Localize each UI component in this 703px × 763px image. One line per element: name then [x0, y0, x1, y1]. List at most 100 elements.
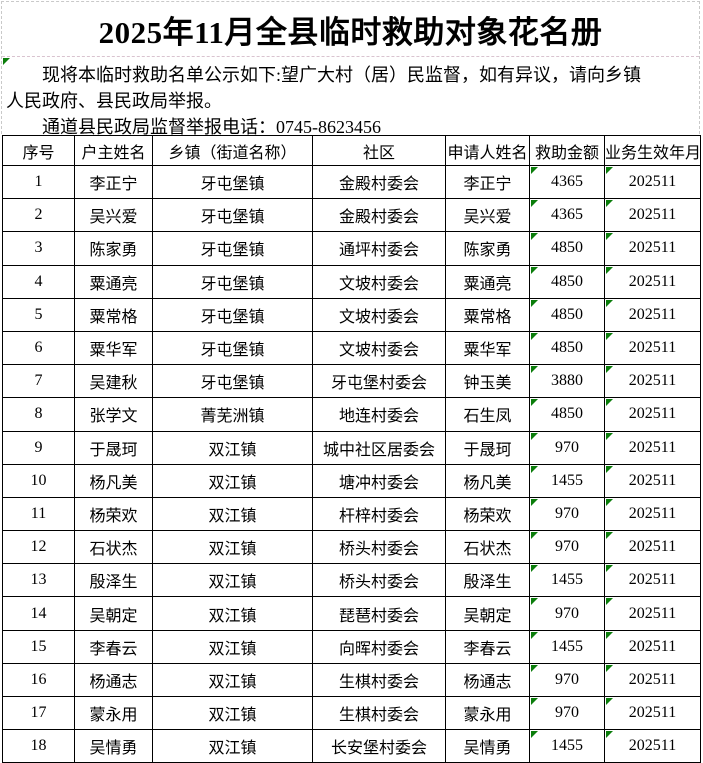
table-header-row: 序号 户主姓名 乡镇（街道名称） 社区 申请人姓名 救助金额 业务生效年月 — [2, 135, 701, 166]
cell-township: 牙屯堡镇 — [152, 297, 313, 332]
error-indicator-triangle — [606, 167, 613, 174]
cell-month: 202511 — [604, 231, 701, 266]
cell-seq: 4 — [2, 264, 75, 299]
cell-month: 202511 — [604, 164, 701, 200]
cell-applicant: 李春云 — [445, 629, 530, 664]
cell-householder: 吴兴爱 — [74, 198, 153, 233]
cell-householder: 杨凡美 — [74, 463, 153, 498]
cell-amount: 970 — [529, 596, 605, 631]
cell-applicant: 杨通志 — [445, 662, 530, 698]
cell-month: 202511 — [604, 729, 701, 763]
cell-month: 202511 — [604, 264, 701, 299]
error-indicator-triangle — [606, 598, 613, 606]
table-row: 3 陈家勇 牙屯堡镇 通坪村委会 陈家勇 4850 202511 — [2, 231, 701, 266]
cell-seq: 1 — [2, 164, 75, 200]
cell-community: 杆梓村委会 — [312, 496, 446, 532]
cell-month: 202511 — [604, 530, 701, 565]
cell-community: 地连村委会 — [312, 397, 446, 432]
cell-community: 通坪村委会 — [312, 231, 446, 266]
header-applicant: 申请人姓名 — [445, 135, 530, 166]
error-indicator-triangle — [606, 366, 613, 374]
cell-seq: 10 — [2, 463, 75, 498]
cell-community: 桥头村委会 — [312, 530, 446, 565]
error-indicator-triangle — [531, 598, 538, 606]
cell-householder: 吴建秋 — [74, 364, 153, 399]
cell-community: 文坡村委会 — [312, 297, 446, 332]
cell-community: 生棋村委会 — [312, 695, 446, 731]
cell-applicant: 石状杰 — [445, 530, 530, 565]
cell-month: 202511 — [604, 563, 701, 598]
cell-township: 牙屯堡镇 — [152, 198, 313, 233]
cell-month: 202511 — [604, 397, 701, 432]
cell-householder: 李正宁 — [74, 164, 153, 200]
cell-amount: 4850 — [529, 297, 605, 332]
cell-householder: 陈家勇 — [74, 231, 153, 266]
table-row: 13 殷泽生 双江镇 桥头村委会 殷泽生 1455 202511 — [2, 563, 701, 598]
cell-householder: 粟通亮 — [74, 264, 153, 299]
cell-township: 双江镇 — [152, 729, 313, 763]
error-indicator-triangle — [531, 631, 538, 639]
cell-month: 202511 — [604, 364, 701, 399]
cell-amount: 970 — [529, 530, 605, 565]
cell-amount: 4850 — [529, 397, 605, 432]
error-indicator-triangle — [606, 266, 613, 274]
error-indicator-triangle — [531, 399, 538, 407]
cell-township: 双江镇 — [152, 530, 313, 565]
cell-applicant: 粟华军 — [445, 330, 530, 366]
cell-seq: 11 — [2, 496, 75, 532]
table-row: 10 杨凡美 双江镇 塘冲村委会 杨凡美 1455 202511 — [2, 463, 701, 498]
error-indicator-triangle — [3, 58, 10, 65]
cell-township: 牙屯堡镇 — [152, 264, 313, 299]
notice-cell: 现将本临时救助名单公示如下:望广大村（居）民监督，如有异议，请向乡镇 人民政府、… — [2, 57, 699, 140]
table-row: 18 吴情勇 双江镇 长安堡村委会 吴情勇 1455 202511 — [2, 729, 701, 763]
cell-seq: 18 — [2, 729, 75, 763]
error-indicator-triangle — [531, 366, 538, 374]
cell-community: 文坡村委会 — [312, 330, 446, 366]
cell-amount: 4850 — [529, 330, 605, 366]
cell-community: 金殿村委会 — [312, 198, 446, 233]
cell-householder: 粟华军 — [74, 330, 153, 366]
cell-householder: 于晟珂 — [74, 430, 153, 465]
cell-seq: 2 — [2, 198, 75, 233]
cell-seq: 12 — [2, 530, 75, 565]
cell-amount: 4850 — [529, 231, 605, 266]
cell-community: 长安堡村委会 — [312, 729, 446, 763]
cell-applicant: 吴情勇 — [445, 729, 530, 763]
cell-community: 桥头村委会 — [312, 563, 446, 598]
error-indicator-triangle — [606, 200, 613, 208]
cell-amount: 970 — [529, 430, 605, 465]
error-indicator-triangle — [606, 399, 613, 407]
notice-line-3: 通道县民政局监督举报电话：0745-8623456 — [42, 117, 381, 137]
cell-householder: 杨通志 — [74, 662, 153, 698]
cell-seq: 6 — [2, 330, 75, 366]
cell-applicant: 粟通亮 — [445, 264, 530, 299]
cell-householder: 殷泽生 — [74, 563, 153, 598]
cell-applicant: 吴兴爱 — [445, 198, 530, 233]
error-indicator-triangle — [531, 299, 538, 307]
cell-applicant: 粟常格 — [445, 297, 530, 332]
error-indicator-triangle — [606, 631, 613, 639]
table-row: 7 吴建秋 牙屯堡镇 牙屯堡村委会 钟玉美 3880 202511 — [2, 364, 701, 399]
cell-township: 牙屯堡镇 — [152, 164, 313, 200]
header-month: 业务生效年月 — [604, 135, 701, 166]
error-indicator-triangle — [606, 731, 613, 739]
cell-month: 202511 — [604, 596, 701, 631]
error-indicator-triangle — [606, 498, 613, 506]
table-row: 14 吴朝定 双江镇 琵琶村委会 吴朝定 970 202511 — [2, 596, 701, 631]
cell-township: 双江镇 — [152, 629, 313, 664]
error-indicator-triangle — [531, 498, 538, 506]
cell-applicant: 钟玉美 — [445, 364, 530, 399]
table-row: 4 粟通亮 牙屯堡镇 文坡村委会 粟通亮 4850 202511 — [2, 264, 701, 299]
error-indicator-triangle — [606, 532, 613, 540]
notice-line-2: 人民政府、县民政局举报。 — [6, 91, 222, 111]
cell-community: 文坡村委会 — [312, 264, 446, 299]
cell-township: 双江镇 — [152, 695, 313, 731]
cell-householder: 粟常格 — [74, 297, 153, 332]
cell-township: 双江镇 — [152, 662, 313, 698]
cell-amount: 1455 — [529, 463, 605, 498]
cell-householder: 石状杰 — [74, 530, 153, 565]
cell-householder: 李春云 — [74, 629, 153, 664]
error-indicator-triangle — [606, 565, 613, 573]
table-row: 16 杨通志 双江镇 生棋村委会 杨通志 970 202511 — [2, 662, 701, 698]
